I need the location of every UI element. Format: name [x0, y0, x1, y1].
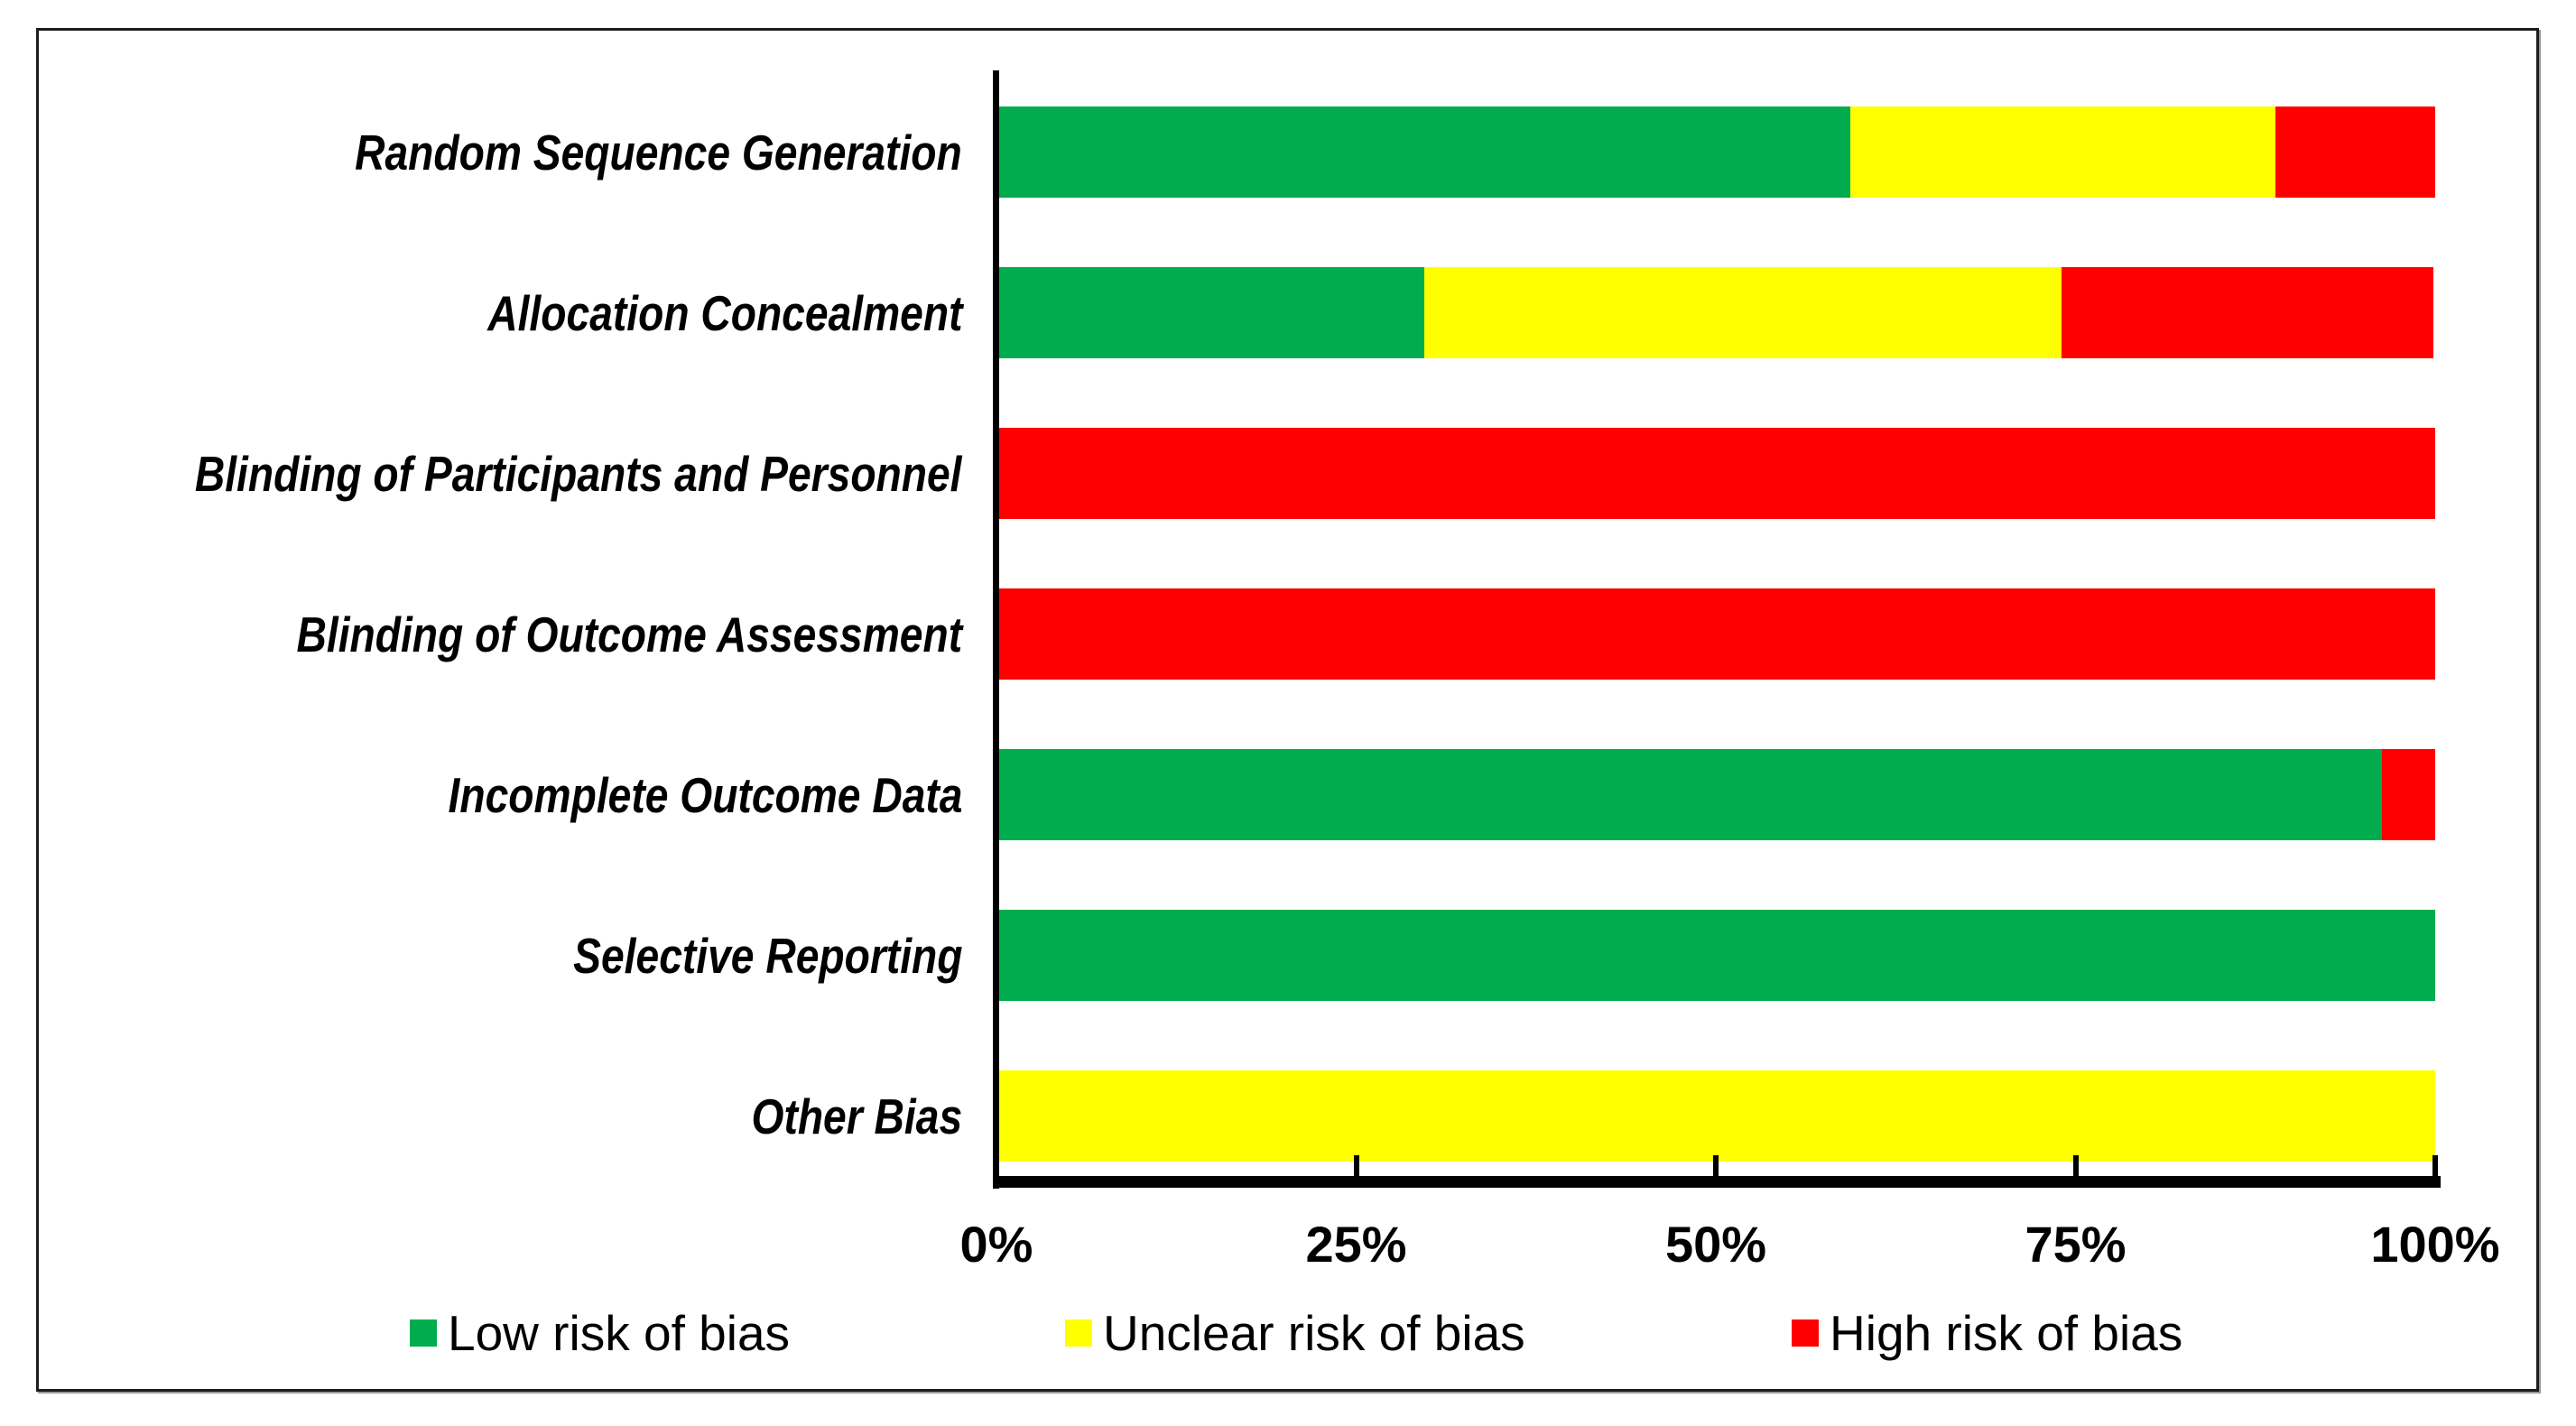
bar-segment-high: [2062, 267, 2434, 358]
bar-row: [999, 749, 2435, 840]
bar-segment-unclear: [999, 1070, 2435, 1162]
y-axis-line: [993, 70, 999, 1189]
x-tick-label: 75%: [2025, 1216, 2127, 1273]
bar-segment-high: [999, 428, 2435, 519]
figure-frame: [36, 28, 2539, 1392]
x-tick-label: 100%: [2370, 1216, 2500, 1273]
bar-row: [999, 267, 2435, 358]
bar-row: [999, 428, 2435, 519]
legend-chip-unclear: [1065, 1320, 1092, 1347]
category-label: Selective Reporting: [572, 927, 962, 984]
legend-entry: Low risk of bias: [410, 1305, 790, 1361]
category-label: Random Sequence Generation: [355, 124, 962, 181]
legend-label: Low risk of bias: [448, 1305, 791, 1361]
category-label: Allocation Concealment: [486, 284, 962, 341]
legend-entry: Unclear risk of bias: [1065, 1305, 1525, 1361]
x-axis-tick: [1713, 1155, 1719, 1179]
bar-segment-low: [999, 749, 2383, 840]
bar-segment-unclear: [1423, 267, 2062, 358]
category-label: Blinding of Outcome Assessment: [296, 606, 962, 662]
x-tick-label: 25%: [1305, 1216, 1407, 1273]
bar-segment-low: [999, 267, 1424, 358]
x-axis-line: [993, 1176, 2441, 1188]
x-axis-tick: [2072, 1155, 2079, 1179]
bar-row: [999, 910, 2435, 1001]
bar-segment-high: [999, 588, 2435, 680]
category-label: Other Bias: [751, 1088, 962, 1144]
bar-row: [999, 106, 2435, 198]
x-tick-label: 0%: [959, 1216, 1033, 1273]
bar-row: [999, 588, 2435, 680]
bar-segment-low: [999, 910, 2435, 1001]
category-label: Incomplete Outcome Data: [448, 766, 962, 823]
bar-row: [999, 1070, 2435, 1162]
x-tick-label: 50%: [1664, 1216, 1767, 1273]
legend-label: Unclear risk of bias: [1103, 1305, 1525, 1361]
bar-segment-unclear: [1850, 106, 2276, 198]
bar-segment-high: [2275, 106, 2435, 198]
category-label: Blinding of Participants and Personnel: [195, 445, 962, 502]
legend-chip-high: [1792, 1320, 1819, 1347]
bar-segment-low: [999, 106, 1851, 198]
legend-label: High risk of bias: [1830, 1305, 2183, 1361]
x-axis-tick: [1353, 1155, 1359, 1179]
x-axis-tick: [2432, 1155, 2438, 1179]
legend-entry: High risk of bias: [1792, 1305, 2182, 1361]
bar-segment-high: [2382, 749, 2435, 840]
legend-chip-low: [410, 1320, 437, 1347]
